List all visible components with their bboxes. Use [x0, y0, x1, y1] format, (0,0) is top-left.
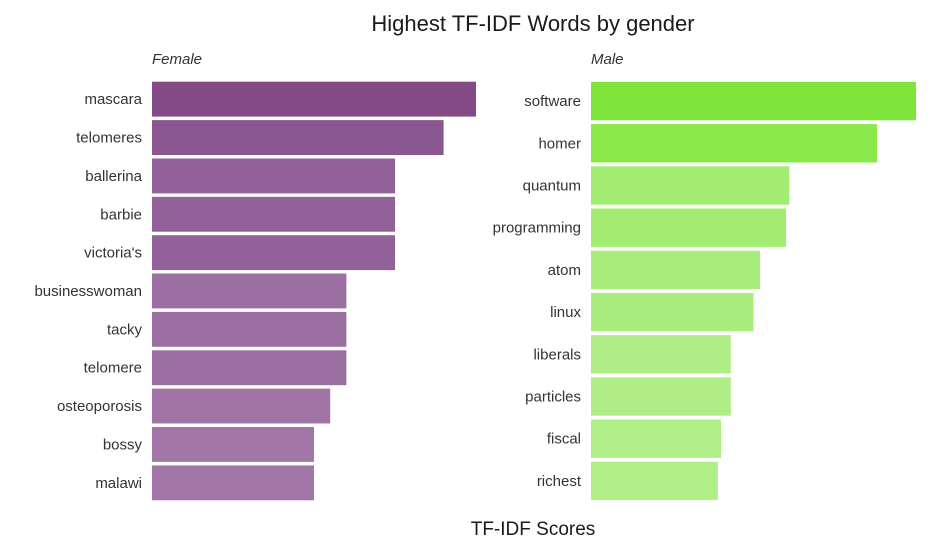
bar-fiscal — [591, 419, 721, 458]
y-tick-label: osteoporosis — [57, 398, 142, 415]
bar-programming — [591, 208, 786, 247]
y-tick-label: software — [524, 93, 581, 110]
y-tick-label: fiscal — [547, 431, 581, 448]
bar-software — [591, 81, 916, 121]
bar-victoria-s — [152, 235, 395, 271]
x-axis-label: TF-IDF Scores — [471, 519, 596, 540]
y-tick-label: linux — [550, 304, 581, 321]
bar-atom — [591, 250, 760, 290]
y-tick-label: mascara — [84, 91, 142, 108]
y-tick-label: telomere — [84, 360, 142, 377]
y-tick-label: victoria's — [84, 245, 142, 262]
panels: Female mascara telomeres ballerina barbie vic… — [34, 51, 916, 501]
y-tick-label: quantum — [523, 178, 581, 195]
y-tick-label: liberals — [533, 346, 581, 363]
bar-bossy — [152, 427, 314, 462]
y-tick-label: ballerina — [85, 168, 142, 185]
bar-quantum — [591, 166, 790, 205]
chart-title: Highest TF-IDF Words by gender — [371, 11, 694, 36]
bar-telomeres — [152, 120, 444, 155]
bar-linux — [591, 292, 754, 332]
y-tick-label: homer — [538, 135, 581, 152]
y-tick-label: particles — [525, 389, 581, 406]
y-tick-label: tacky — [107, 321, 143, 338]
y-tick-label: businesswoman — [34, 283, 142, 300]
panel-male: Male software homer quantum programming atom l… — [493, 51, 916, 501]
bar-homer — [591, 124, 877, 163]
bar-particles — [591, 377, 731, 416]
bar-richest — [591, 461, 718, 501]
bar-businesswoman — [152, 273, 347, 309]
bar-mascara — [152, 81, 476, 117]
panel-title: Male — [591, 51, 624, 68]
bar-malawi — [152, 465, 314, 501]
bar-osteoporosis — [152, 388, 331, 424]
y-tick-label: barbie — [100, 206, 142, 223]
y-tick-label: bossy — [103, 437, 143, 454]
bar-telomere — [152, 350, 347, 386]
y-tick-label: malawi — [95, 475, 142, 492]
bar-liberals — [591, 335, 731, 374]
y-tick-label: atom — [548, 262, 581, 279]
bar-tacky — [152, 311, 347, 347]
panel-title: Female — [152, 51, 202, 68]
panel-female: Female mascara telomeres ballerina barbie vic… — [34, 51, 476, 501]
y-tick-label: telomeres — [76, 130, 142, 147]
bar-ballerina — [152, 158, 395, 194]
bar-barbie — [152, 196, 395, 232]
y-tick-label: programming — [493, 220, 581, 237]
y-tick-label: richest — [537, 473, 582, 490]
